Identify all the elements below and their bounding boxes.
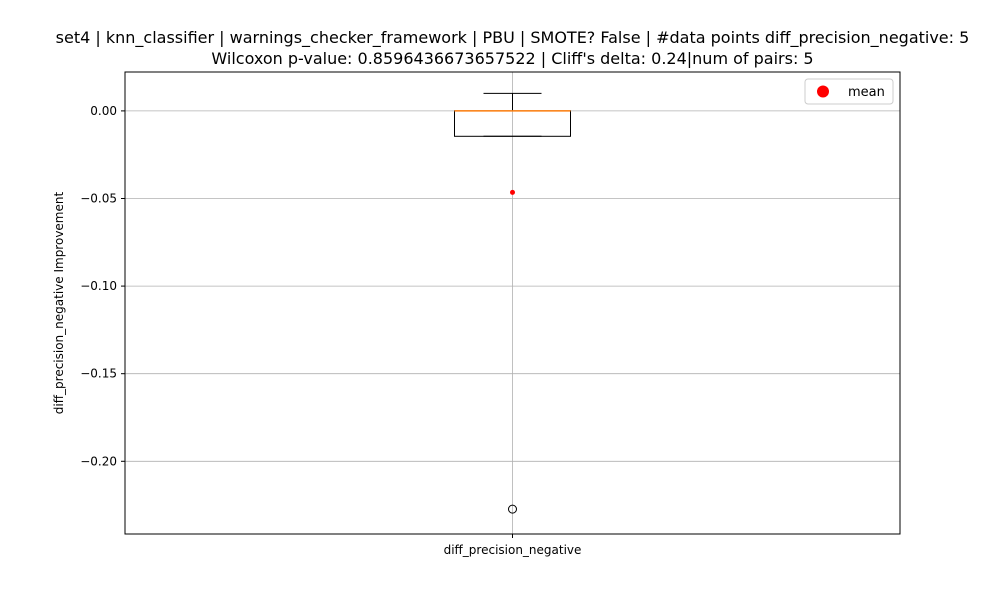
chart-title-line-2: Wilcoxon p-value: 0.8596436673657522 | C…	[211, 49, 813, 68]
y-tick-label: −0.15	[80, 367, 117, 381]
y-tick-label: −0.10	[80, 279, 117, 293]
y-axis-label: diff_precision_negative Improvement	[52, 192, 66, 415]
legend-mean-marker	[817, 85, 829, 98]
y-tick-label: −0.20	[80, 454, 117, 468]
mean-point	[510, 189, 515, 195]
y-tick-label: −0.05	[80, 191, 117, 205]
y-tick-label: 0.00	[90, 104, 117, 118]
legend: mean	[804, 78, 894, 105]
x-tick-label: diff_precision_negative	[444, 543, 582, 557]
legend-frame	[804, 78, 894, 105]
chart-title-line-1: set4 | knn_classifier | warnings_checker…	[56, 28, 970, 48]
x-axis-ticks: diff_precision_negative	[444, 534, 582, 557]
grid	[125, 72, 900, 534]
outlier-point	[508, 504, 517, 514]
y-axis-ticks: 0.00 −0.05 −0.10 −0.15 −0.20	[80, 104, 125, 468]
box-elements	[454, 92, 571, 514]
legend-mean-label: mean	[848, 85, 885, 100]
